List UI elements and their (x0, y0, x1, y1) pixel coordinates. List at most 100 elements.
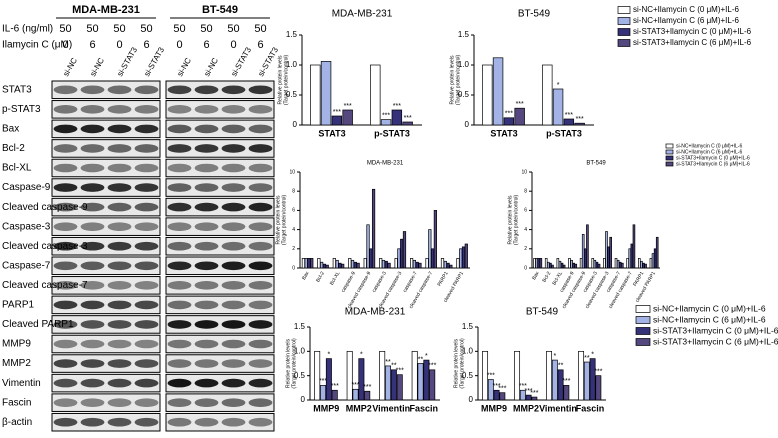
legend-label: si-STAT3+Ilamycin C (6 μM)+IL-6 (653, 336, 778, 346)
band (53, 202, 78, 212)
band (107, 163, 132, 173)
legend-swatch (665, 143, 674, 149)
y-tick-label: 1.0 (294, 346, 306, 355)
band (194, 144, 219, 153)
bar (317, 258, 321, 269)
significance: *** (492, 383, 500, 390)
y-tick-label: 0.5 (294, 371, 306, 380)
bar (314, 350, 321, 401)
band (248, 359, 273, 368)
bar (446, 262, 450, 269)
bar (583, 361, 590, 401)
significance: *** (333, 109, 341, 116)
y-tick-label: 1.5 (294, 322, 306, 331)
significance: *** (393, 103, 401, 110)
bar (493, 389, 500, 401)
x-tick-label: p-STAT3 (374, 128, 410, 138)
significance: *** (565, 112, 573, 119)
x-tick-label: MMP9 (313, 403, 339, 413)
bar (331, 115, 343, 126)
y-axis-label: (Target protein/control) (281, 195, 287, 246)
x-tick-label: caspase-3 (371, 270, 388, 293)
bar (514, 350, 521, 401)
bar (418, 262, 422, 269)
chart-title: MDA-MB-231 (345, 307, 406, 318)
band (221, 320, 246, 329)
band (80, 241, 105, 251)
bar (325, 358, 332, 401)
band (167, 85, 192, 95)
band (53, 144, 78, 153)
x-tick-label: caspase-7 (402, 270, 419, 293)
band (80, 261, 105, 271)
bar (385, 365, 392, 401)
bar (640, 260, 643, 269)
legend-swatch (635, 305, 651, 313)
band (134, 320, 159, 329)
x-tick-label: Vimentin (372, 403, 410, 413)
bar (579, 258, 583, 269)
bar (570, 259, 573, 269)
blot-box (51, 197, 161, 217)
significance: * (591, 351, 594, 358)
bar (492, 57, 504, 126)
protein-label: MMP9 (2, 339, 31, 350)
lane-label: si-NC (88, 56, 106, 78)
bar (320, 61, 332, 126)
il6-dose: 50 (173, 23, 185, 35)
band (167, 281, 192, 290)
ilamycin-dose: 6 (143, 39, 149, 51)
band (221, 339, 246, 349)
chart-title: BT-549 (518, 9, 551, 20)
ilamycin-dose: 6 (257, 39, 263, 51)
bar (593, 259, 597, 269)
chart-title: MDA-MB-231 (367, 161, 404, 167)
band (221, 124, 246, 134)
bar (535, 258, 538, 269)
band (167, 144, 192, 153)
bar (562, 264, 566, 269)
band (194, 183, 219, 192)
bar (461, 246, 466, 269)
bar (301, 258, 306, 269)
significance: ** (558, 363, 564, 370)
band (53, 105, 78, 114)
band (248, 144, 273, 153)
band (80, 85, 105, 95)
bar (459, 248, 463, 269)
blot-box (165, 295, 275, 315)
bar (350, 259, 355, 269)
band (167, 241, 192, 251)
bar (597, 263, 601, 269)
x-tick-label: MMP9 (481, 403, 507, 413)
bar (655, 236, 659, 269)
protein-label: Bcl-XL (2, 163, 32, 174)
y-tick-label: 0.5 (286, 90, 298, 99)
bar (433, 210, 437, 269)
significance: *** (576, 116, 584, 123)
bar (320, 261, 324, 269)
blot-box (51, 334, 161, 354)
y-tick-label: 10 (289, 169, 295, 175)
band (80, 300, 105, 310)
bar (578, 350, 585, 401)
bar (310, 64, 321, 126)
y-axis-label: Relative protein levels (285, 339, 291, 388)
band (134, 417, 159, 427)
band (134, 222, 159, 231)
bar (449, 264, 453, 269)
blot-box (51, 295, 161, 315)
bar (402, 231, 407, 269)
legend-swatch (665, 155, 674, 161)
band (194, 163, 219, 173)
band (248, 398, 273, 407)
band (248, 417, 273, 427)
bar (429, 369, 436, 401)
band (80, 183, 105, 192)
y-tick-label: 6 (524, 208, 527, 214)
significance: *** (530, 390, 538, 397)
protein-label: Caspase-9 (2, 182, 51, 193)
bar (514, 107, 525, 126)
blot-box (165, 158, 275, 178)
x-tick-label: Fascin (576, 403, 605, 413)
